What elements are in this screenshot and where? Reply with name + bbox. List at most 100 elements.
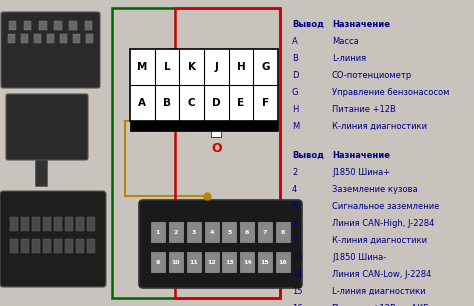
Bar: [87, 239, 95, 253]
Bar: [8, 34, 15, 43]
Bar: [76, 217, 84, 231]
Text: 12: 12: [207, 259, 216, 264]
Bar: [187, 222, 201, 242]
Bar: [222, 222, 237, 242]
Bar: [32, 217, 40, 231]
Bar: [276, 222, 290, 242]
Text: Назначение: Назначение: [332, 151, 390, 160]
Text: 10: 10: [172, 259, 180, 264]
Text: 4: 4: [292, 185, 297, 194]
Text: Сигнальное заземление: Сигнальное заземление: [332, 202, 439, 211]
Bar: [43, 217, 51, 231]
Text: 8: 8: [281, 230, 285, 235]
Bar: [65, 239, 73, 253]
Bar: [258, 252, 272, 272]
Bar: [34, 34, 41, 43]
Text: 7: 7: [292, 236, 297, 245]
Bar: [54, 239, 62, 253]
Bar: [240, 252, 254, 272]
Text: D: D: [212, 98, 220, 108]
Bar: [39, 21, 47, 30]
Text: Заземление кузова: Заземление кузова: [332, 185, 418, 194]
Bar: [10, 217, 18, 231]
Text: 6: 6: [245, 230, 249, 235]
Bar: [9, 21, 16, 30]
Text: 16: 16: [292, 304, 302, 306]
Bar: [187, 252, 201, 272]
Bar: [21, 239, 29, 253]
Text: 5: 5: [292, 202, 297, 211]
Bar: [65, 217, 73, 231]
Text: M: M: [137, 62, 147, 72]
Text: 1: 1: [156, 230, 160, 235]
Text: H: H: [237, 62, 246, 72]
Text: L-линия: L-линия: [332, 54, 366, 63]
Text: Назначение: Назначение: [332, 20, 390, 29]
FancyBboxPatch shape: [6, 94, 88, 160]
Text: 6: 6: [292, 219, 297, 228]
Bar: [112, 8, 280, 298]
Text: Управление бензонасосом: Управление бензонасосом: [332, 88, 449, 97]
Text: Вывод: Вывод: [292, 151, 324, 160]
FancyBboxPatch shape: [0, 191, 106, 287]
Bar: [47, 34, 55, 43]
Text: D: D: [292, 71, 299, 80]
Bar: [130, 49, 278, 121]
Text: К-линия диагностики: К-линия диагностики: [332, 122, 427, 131]
Text: H: H: [292, 105, 298, 114]
Bar: [258, 222, 272, 242]
Text: K: K: [188, 62, 196, 72]
Text: A: A: [138, 98, 146, 108]
Text: 11: 11: [189, 259, 198, 264]
Text: Питание +12В от АКБ: Питание +12В от АКБ: [332, 304, 429, 306]
Bar: [60, 34, 67, 43]
Text: Линия CAN-High, J-2284: Линия CAN-High, J-2284: [332, 219, 434, 228]
Bar: [32, 239, 40, 253]
Text: G: G: [262, 62, 270, 72]
Text: A: A: [292, 37, 298, 46]
Text: 2: 2: [292, 168, 297, 177]
Bar: [205, 222, 219, 242]
Text: B: B: [292, 54, 298, 63]
Bar: [76, 239, 84, 253]
Bar: [169, 222, 183, 242]
Text: 15: 15: [261, 259, 270, 264]
Bar: [205, 252, 219, 272]
Text: 14: 14: [292, 270, 302, 279]
Text: J1850 Шина+: J1850 Шина+: [332, 168, 390, 177]
Bar: [70, 21, 77, 30]
Bar: [151, 252, 165, 272]
Text: J1850 Шина-: J1850 Шина-: [332, 253, 386, 262]
Text: C: C: [188, 98, 195, 108]
Bar: [21, 34, 28, 43]
Text: L-линия диагностики: L-линия диагностики: [332, 287, 426, 296]
Text: Вывод: Вывод: [292, 20, 324, 29]
Bar: [24, 21, 31, 30]
Text: 5: 5: [227, 230, 232, 235]
Text: F: F: [262, 98, 269, 108]
Bar: [276, 252, 290, 272]
Text: 9: 9: [156, 259, 160, 264]
Bar: [130, 121, 278, 131]
Text: 10: 10: [292, 253, 302, 262]
FancyBboxPatch shape: [139, 200, 302, 288]
Text: Питание +12В: Питание +12В: [332, 105, 396, 114]
Bar: [240, 222, 254, 242]
Bar: [175, 8, 280, 298]
Text: M: M: [292, 122, 299, 131]
Bar: [86, 34, 93, 43]
Bar: [87, 217, 95, 231]
Bar: [43, 239, 51, 253]
Bar: [10, 239, 18, 253]
Text: B: B: [163, 98, 171, 108]
Bar: [21, 217, 29, 231]
Bar: [54, 217, 62, 231]
Text: L: L: [164, 62, 170, 72]
Text: Масса: Масса: [332, 37, 359, 46]
Text: 16: 16: [279, 259, 287, 264]
Bar: [169, 252, 183, 272]
Text: 7: 7: [263, 230, 267, 235]
Text: E: E: [237, 98, 245, 108]
Text: 3: 3: [191, 230, 196, 235]
Text: Линия CAN-Low, J-2284: Линия CAN-Low, J-2284: [332, 270, 431, 279]
